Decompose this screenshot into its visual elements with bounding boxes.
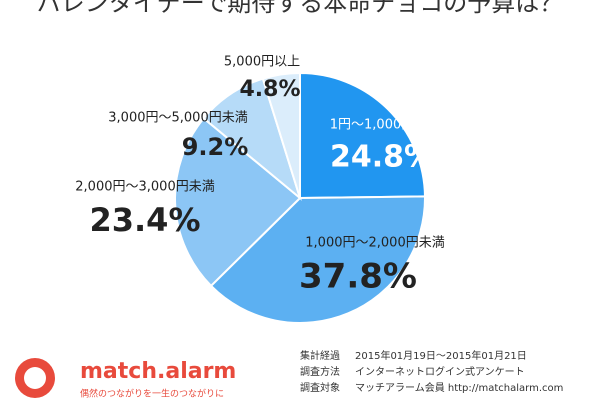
info-label: 調査方法: [300, 365, 340, 378]
pie-slice: [261, 71, 301, 199]
brand: match.alarm: [80, 359, 236, 384]
value-label: 4.8%: [239, 77, 300, 102]
info-label: 調査対象: [300, 381, 340, 394]
info-label: 集計経過: [300, 349, 340, 362]
value-label: 24.8%: [330, 140, 434, 175]
value-label: 23.4%: [89, 201, 200, 239]
slice-label: 1,000円〜2,000円未満: [305, 236, 444, 251]
pie-slice: [299, 71, 427, 200]
chart-title: バレンタイデーで期待する本命チョコの予算は？: [37, 0, 564, 17]
logo-face: [24, 367, 46, 389]
tagline: 偶然のつながりを一生のつながりに: [80, 388, 224, 400]
slice-label: 2,000円〜3,000円未満: [75, 180, 214, 195]
slice-label: 1円〜1,000円未満: [330, 118, 441, 133]
info-value: 2015年01月19日〜2015年01月21日: [355, 349, 527, 362]
value-label: 37.8%: [299, 257, 417, 297]
info-value: マッチアラーム会員 http://matchalarm.com: [355, 381, 563, 394]
value-label: 9.2%: [182, 133, 249, 161]
pie-slice: [209, 195, 426, 324]
info-value: インターネットログイン式アンケート: [355, 365, 525, 378]
pie-slice: [174, 116, 302, 288]
slice-label: 3,000円〜5,000円未満: [108, 111, 247, 126]
slice-label: 5,000円以上: [224, 55, 300, 70]
